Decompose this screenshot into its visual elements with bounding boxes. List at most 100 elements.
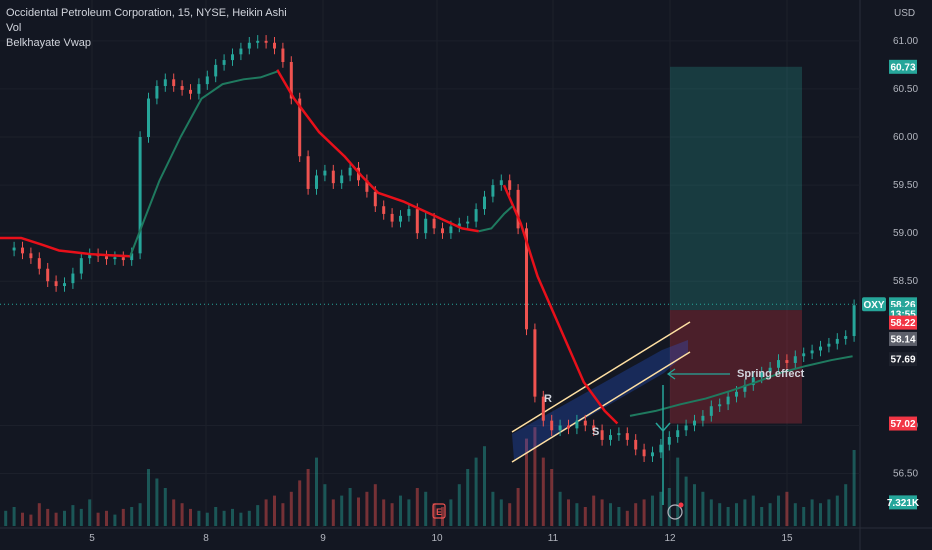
volume-bar — [415, 488, 419, 526]
volume-bar — [390, 503, 394, 526]
candle-body — [651, 452, 654, 457]
candle-body — [315, 175, 318, 189]
volume-bar — [29, 514, 33, 526]
volume-bar — [718, 503, 722, 526]
volume-bar — [357, 497, 360, 526]
y-tick-label: 56.50 — [893, 469, 918, 480]
candle-body — [499, 180, 503, 186]
volume-bar — [625, 510, 629, 526]
candle-body — [239, 48, 243, 55]
x-tick-label: 15 — [781, 533, 793, 544]
candle-body — [21, 247, 24, 254]
vwap-red-line — [502, 184, 619, 425]
volume-bar — [457, 484, 461, 526]
volume-bar — [399, 495, 402, 526]
candle-body — [777, 360, 780, 368]
candle-body — [600, 430, 604, 440]
candle-body — [247, 42, 251, 49]
volume-bar — [558, 491, 562, 526]
candle-body — [424, 218, 428, 234]
candle-body — [676, 430, 680, 437]
volume-bar — [247, 510, 251, 526]
legend-vwap[interactable]: Belkhayate Vwap — [6, 37, 91, 49]
price-badge-label: 57.02 — [890, 419, 915, 430]
volume-bar — [441, 507, 444, 526]
price-badge-label: 58.14 — [890, 334, 915, 345]
candle-body — [567, 425, 570, 429]
candle-body — [138, 137, 142, 254]
volume-bar — [298, 480, 302, 526]
candle-body — [768, 367, 772, 373]
volume-bar — [432, 503, 436, 526]
candle-body — [449, 226, 453, 234]
candle-body — [726, 396, 730, 405]
candle-body — [575, 420, 579, 429]
candle-body — [172, 79, 176, 87]
volume-bar — [760, 507, 764, 526]
candle-body — [147, 98, 150, 137]
y-tick-label: 58.50 — [893, 276, 918, 287]
candle-body — [121, 257, 125, 261]
volume-bar — [4, 510, 8, 526]
candle-body — [835, 338, 839, 344]
volume-bar — [709, 499, 713, 526]
earnings-icon: E — [436, 507, 442, 517]
legend-title[interactable]: Occidental Petroleum Corporation, 15, NY… — [6, 7, 287, 19]
legend-vol[interactable]: Vol — [6, 22, 22, 34]
volume-bar — [550, 469, 554, 526]
volume-bar — [172, 499, 176, 526]
candle-body — [205, 76, 209, 85]
volume-bar — [600, 499, 604, 526]
volume-bar — [525, 438, 528, 526]
volume-bar — [12, 507, 16, 526]
candle-body — [382, 206, 386, 214]
volume-bar — [281, 503, 285, 526]
volume-bar — [180, 503, 184, 526]
candle-body — [760, 372, 764, 378]
price-badge-label: 60.73 — [890, 62, 915, 73]
candle-body — [340, 175, 344, 184]
y-tick-label: 59.00 — [893, 228, 918, 239]
candle-body — [827, 343, 831, 347]
volume-bar — [315, 457, 318, 526]
candle-body — [365, 180, 369, 192]
candle-body — [852, 305, 856, 337]
candle-body — [432, 218, 436, 229]
volume-bar — [130, 507, 134, 526]
candle-body — [273, 42, 276, 49]
candle-body — [197, 84, 201, 94]
candle-body — [550, 420, 554, 431]
volume-bar — [205, 512, 209, 526]
candle-body — [46, 268, 50, 282]
volume-bar — [373, 484, 377, 526]
volume-bar — [642, 499, 646, 526]
volume-bar — [844, 484, 848, 526]
volume-bar — [701, 491, 705, 526]
candle-body — [793, 356, 797, 363]
volume-bar — [46, 508, 50, 526]
currency-label: USD — [894, 8, 915, 19]
volume-bar — [659, 491, 663, 526]
candle-body — [617, 433, 621, 436]
vwap-green-line — [478, 205, 514, 233]
volume-bar — [735, 503, 738, 526]
volume-bar — [407, 499, 411, 526]
candle-body — [491, 185, 495, 197]
price-badge — [889, 315, 917, 330]
volume-bar — [726, 507, 730, 526]
x-tick-label: 9 — [320, 533, 326, 544]
volume-bar — [466, 469, 470, 526]
volume-bar — [21, 512, 24, 526]
candle-body — [743, 385, 747, 392]
volume-bar — [138, 503, 142, 526]
vwap-green-line — [629, 355, 853, 417]
channel-fill — [512, 340, 688, 460]
volume-bar — [147, 469, 150, 526]
candle-body — [709, 406, 713, 416]
candle-body — [256, 40, 260, 43]
volume-bar — [239, 512, 243, 526]
volume-bar — [793, 503, 797, 526]
volume-bar — [541, 457, 545, 526]
candle-body — [113, 257, 117, 260]
